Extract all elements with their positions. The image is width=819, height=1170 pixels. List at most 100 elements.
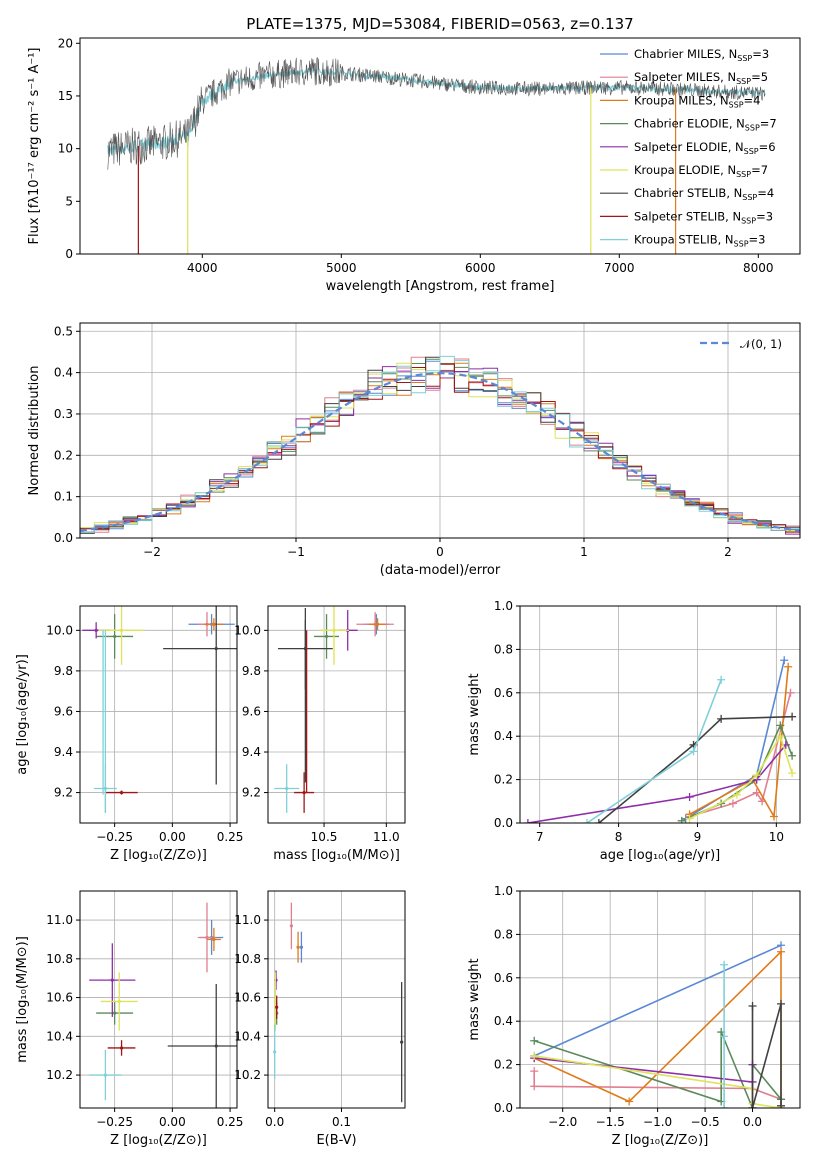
data-point	[302, 790, 306, 795]
y-tick-label: 0.6	[494, 686, 513, 700]
plot-area	[82, 606, 237, 813]
x-tick-label: 0.00	[159, 1115, 186, 1129]
series-marker	[720, 1032, 729, 1041]
legend-entry: Salpeter MILES, NSSP=5	[634, 70, 768, 86]
x-tick-label: 0.25	[217, 1115, 244, 1129]
x-tick-label: −1.0	[643, 1115, 672, 1129]
y-tick-label: 9.6	[242, 704, 261, 718]
x-tick-label: −0.5	[691, 1115, 720, 1129]
panel-mass-vs-Z: −0.25 0.00 0.25 10.2 10.4 10.6 10.8 11.0 Z [log₁…	[15, 890, 244, 1148]
data-point	[289, 924, 293, 928]
series-marker	[748, 1104, 757, 1108]
legend-entry: Chabrier MILES, NSSP=3	[634, 47, 769, 63]
y-tick-label: 10.6	[234, 991, 261, 1005]
y-tick-label: 10.8	[234, 952, 261, 966]
x-tick-label: 6000	[465, 261, 496, 275]
series-marker	[777, 947, 786, 956]
series-marker	[530, 1036, 539, 1045]
x-axis-label: age [log₁₀(age/yr)]	[600, 848, 721, 863]
series-marker	[728, 799, 737, 808]
y-tick-label: 20	[58, 36, 73, 50]
data-point	[273, 1050, 277, 1054]
x-tick-label: 10.5	[311, 830, 338, 844]
data-point	[275, 1005, 279, 1009]
series-marker	[769, 812, 778, 821]
axes-frame	[79, 37, 801, 255]
series-line	[533, 1031, 782, 1108]
series-line	[533, 944, 782, 1057]
x-tick-label: 0.1	[332, 1115, 351, 1129]
series-marker	[752, 788, 761, 797]
panel-spectrum: Chabrier MILES, NSSP=3 Salpeter MILES, NS…	[27, 15, 801, 294]
y-tick-label: 0.6	[494, 971, 513, 985]
y-tick-label: 0.5	[54, 324, 73, 338]
y-tick-label: 10	[58, 142, 73, 156]
y-tick-label: 10.0	[46, 623, 73, 637]
y-tick-label: 1.0	[494, 599, 513, 613]
x-tick-label: 7	[536, 830, 544, 844]
series-marker	[583, 819, 592, 823]
series-marker	[720, 960, 729, 969]
y-tick-label: 0.3	[54, 407, 73, 421]
y-axis-label: mass weight	[467, 673, 482, 755]
series-marker	[748, 1002, 757, 1011]
series-marker	[780, 656, 789, 665]
series-marker	[788, 769, 797, 778]
series-marker	[677, 816, 686, 823]
data-point	[205, 935, 209, 940]
y-tick-label: 0.0	[494, 816, 513, 830]
data-point	[212, 622, 216, 626]
y-tick-label: 0.2	[494, 1058, 513, 1072]
panel-residuals: 𝒩(0, 1) −2 −1 0 1 2 0.0 0.1 0.2 0.3 0.4 0.5 (data-mo…	[27, 322, 801, 578]
axes-frame	[519, 605, 801, 824]
y-tick-label: 0.0	[494, 1101, 513, 1115]
series-marker	[717, 714, 726, 723]
series-marker	[523, 819, 532, 823]
x-axis-label: E(B-V)	[316, 1133, 356, 1148]
y-tick-label: 10.4	[234, 1029, 261, 1043]
plot-area	[273, 902, 404, 1103]
series-marker	[720, 1104, 729, 1108]
y-tick-label: 0.8	[494, 927, 513, 941]
series-marker	[689, 747, 698, 756]
series-marker	[625, 1097, 634, 1106]
x-tick-label: 10	[769, 830, 784, 844]
data-point	[212, 937, 216, 942]
x-tick-label: 11.0	[373, 830, 400, 844]
series-marker	[788, 712, 797, 721]
y-tick-label: 0.4	[54, 366, 73, 380]
x-tick-label: 2	[724, 545, 732, 559]
plot-area	[89, 902, 237, 1108]
data-point	[103, 1073, 107, 1077]
y-tick-label: 0.0	[54, 531, 73, 545]
axes-frame	[79, 605, 238, 824]
x-axis-label: Z [log₁₀(Z/Z⊙)]	[110, 848, 207, 863]
y-tick-label: 0.2	[494, 773, 513, 787]
data-point	[119, 790, 124, 795]
series-marker	[777, 1101, 786, 1108]
data-point	[296, 945, 300, 949]
series-marker	[717, 675, 726, 684]
y-tick-label: 9.2	[242, 786, 261, 800]
x-tick-label: 9	[694, 830, 702, 844]
series-marker	[752, 771, 761, 780]
x-tick-label: 5000	[326, 261, 357, 275]
legend-entry: Chabrier ELODIE, NSSP=7	[634, 117, 777, 133]
panel-mass-vs-EBV: 0.0 0.1 10.2 10.4 10.6 10.8 11.0 E(B-V)	[234, 890, 406, 1148]
x-tick-label: 8000	[743, 261, 774, 275]
data-point	[214, 646, 218, 651]
x-axis-label: Z [log₁₀(Z/Z⊙)]	[110, 1133, 207, 1148]
y-tick-label: 5	[65, 194, 73, 208]
x-tick-label: 0.0	[743, 1115, 762, 1129]
x-tick-label: 8	[615, 830, 623, 844]
x-axis-label: Z [log₁₀(Z/Z⊙)]	[612, 1133, 709, 1148]
series-line	[751, 1003, 782, 1108]
x-tick-label: 4000	[187, 261, 218, 275]
panel-age-vs-Z: −0.25 0.00 0.25 9.2 9.4 9.6 9.8 10.0 Z [log₁₀(Z/…	[15, 605, 243, 863]
x-tick-label: 0.0	[265, 1115, 284, 1129]
y-tick-label: 10.4	[46, 1029, 73, 1043]
x-tick-label: 7000	[604, 261, 635, 275]
series-marker	[732, 790, 741, 799]
data-point	[119, 1046, 124, 1050]
